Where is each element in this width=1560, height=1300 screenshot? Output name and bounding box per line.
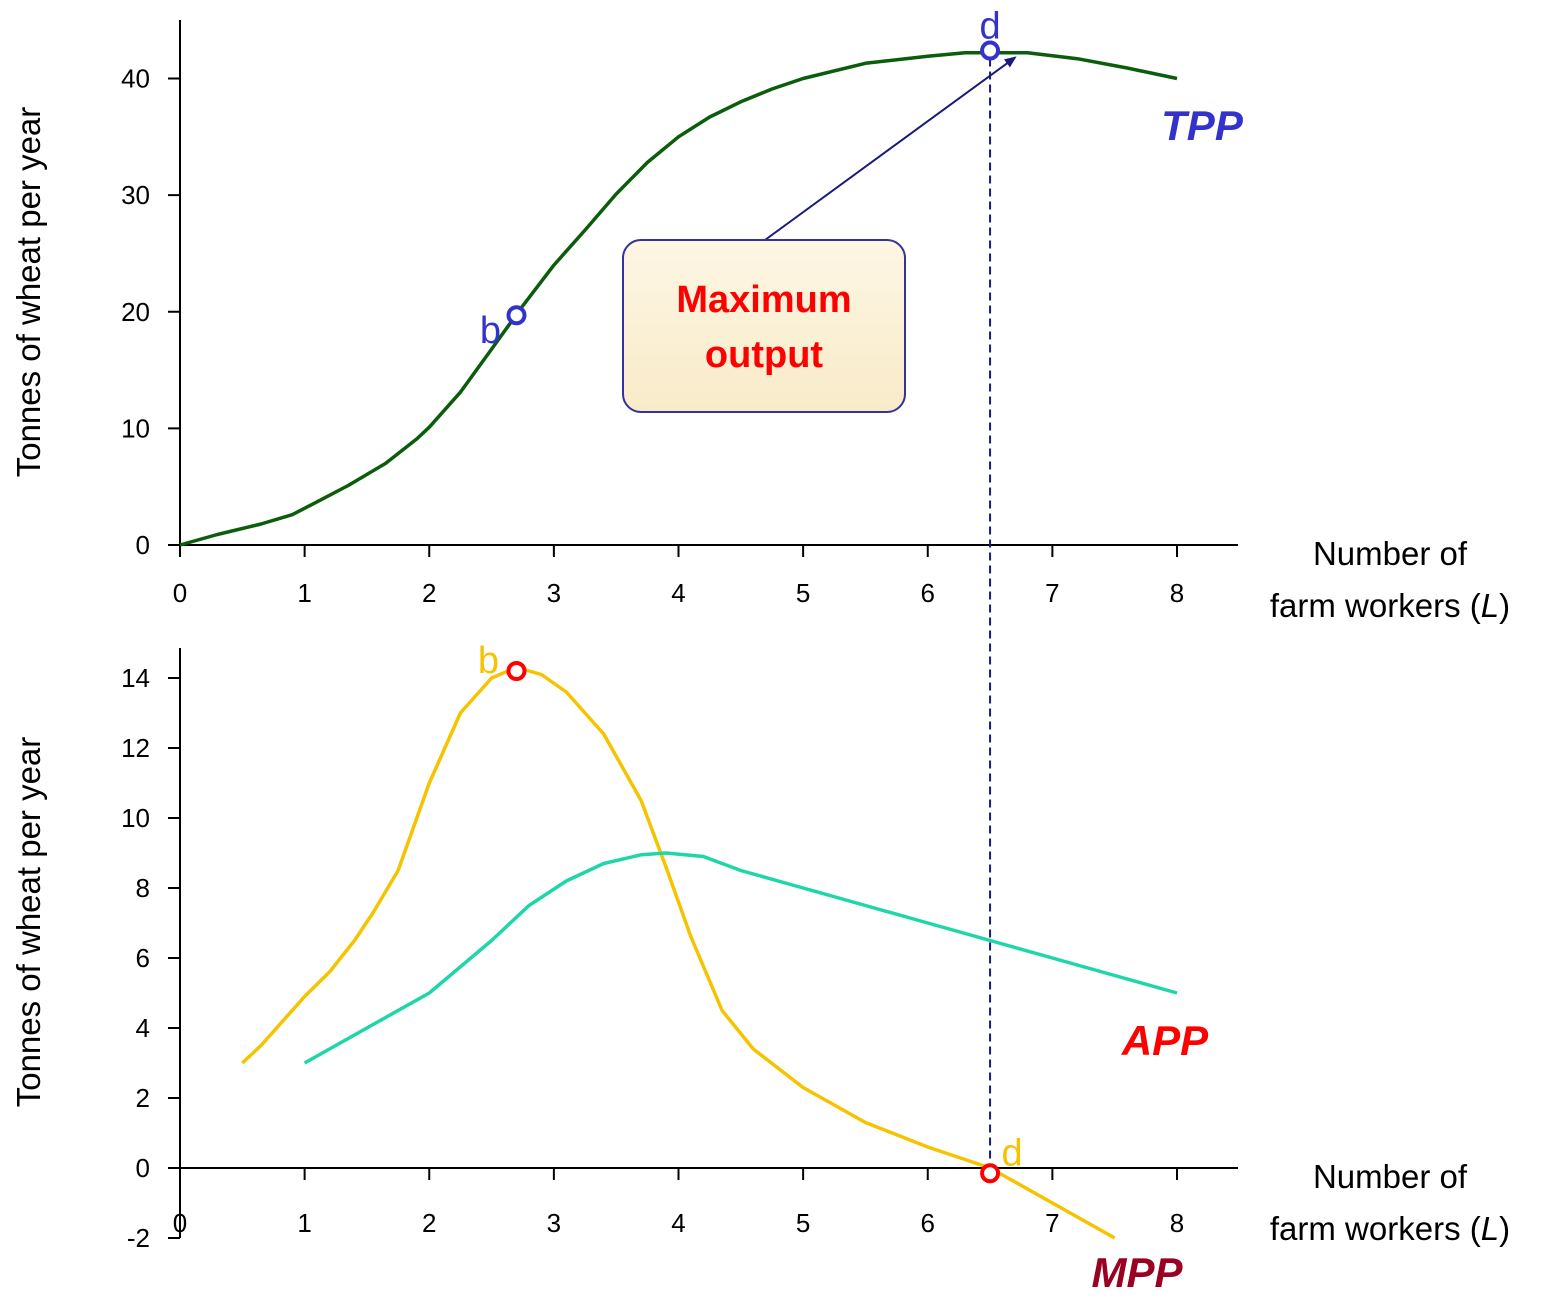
top-y-axis-label: Tonnes of wheat per year (10, 107, 47, 478)
top-x-axis-label-line2: farm workers (L) (1270, 587, 1510, 624)
point-marker-d (980, 40, 1001, 61)
x-tick-label: 4 (671, 1208, 685, 1238)
series-line-app (303, 851, 1178, 1065)
point-label-b: b (478, 640, 499, 682)
x-tick-label: 5 (796, 1208, 810, 1238)
series-line-mpp (241, 665, 1116, 1240)
point-marker-b (506, 305, 527, 326)
x-tick-label: 0 (173, 1208, 187, 1238)
series-label-mpp: MPP (1091, 1249, 1183, 1295)
x-tick-label: 7 (1045, 1208, 1059, 1238)
bottom-x-axis-label-line2: farm workers (L) (1270, 1210, 1510, 1247)
y-tick-label: 12 (121, 733, 150, 763)
series-label-tpp: TPP (1161, 102, 1244, 149)
y-tick-label: -2 (127, 1223, 150, 1253)
y-tick-label: 0 (136, 530, 150, 560)
x-tick-label: 8 (1170, 1208, 1184, 1238)
series-label-app: APP (1121, 1017, 1209, 1064)
max-output-callout: Maximum output (622, 56, 1017, 413)
y-tick-label: 14 (121, 663, 150, 693)
x-tick-label: 1 (297, 578, 311, 608)
point-marker-b (506, 661, 527, 681)
y-tick-label: 0 (136, 1153, 150, 1183)
callout-text-line2: output (705, 334, 824, 376)
series-line-tpp (179, 51, 1178, 547)
y-tick-label: 4 (136, 1013, 150, 1043)
point-label-b: b (480, 310, 501, 352)
x-tick-label: 4 (671, 578, 685, 608)
x-tick-label: 0 (173, 578, 187, 608)
top-x-axis-label-line1: Number of (1313, 535, 1468, 572)
bottom-y-axis-label: Tonnes of wheat per year (10, 737, 47, 1108)
point-marker-d (980, 1163, 1001, 1184)
x-tick-label: 2 (422, 578, 436, 608)
callout-arrow (764, 56, 1017, 241)
y-tick-label: 2 (136, 1083, 150, 1113)
x-tick-label: 7 (1045, 578, 1059, 608)
x-tick-label: 5 (796, 578, 810, 608)
y-tick-label: 30 (121, 180, 150, 210)
point-label-d: d (1001, 1132, 1022, 1174)
y-tick-label: 40 (121, 64, 150, 94)
x-tick-label: 1 (297, 1208, 311, 1238)
x-tick-label: 2 (422, 1208, 436, 1238)
x-tick-label: 8 (1170, 578, 1184, 608)
x-tick-label: 6 (921, 578, 935, 608)
point-label-d: d (979, 6, 1000, 48)
y-tick-label: 10 (121, 413, 150, 443)
x-tick-label: 6 (921, 1208, 935, 1238)
x-tick-label: 3 (547, 1208, 561, 1238)
y-tick-label: 20 (121, 297, 150, 327)
callout-text-line1: Maximum (676, 279, 851, 321)
y-tick-label: 6 (136, 943, 150, 973)
callout-box (622, 239, 906, 413)
y-tick-label: 8 (136, 873, 150, 903)
bottom-x-axis-label-line1: Number of (1313, 1158, 1468, 1195)
y-tick-label: 10 (121, 803, 150, 833)
x-tick-label: 3 (547, 578, 561, 608)
